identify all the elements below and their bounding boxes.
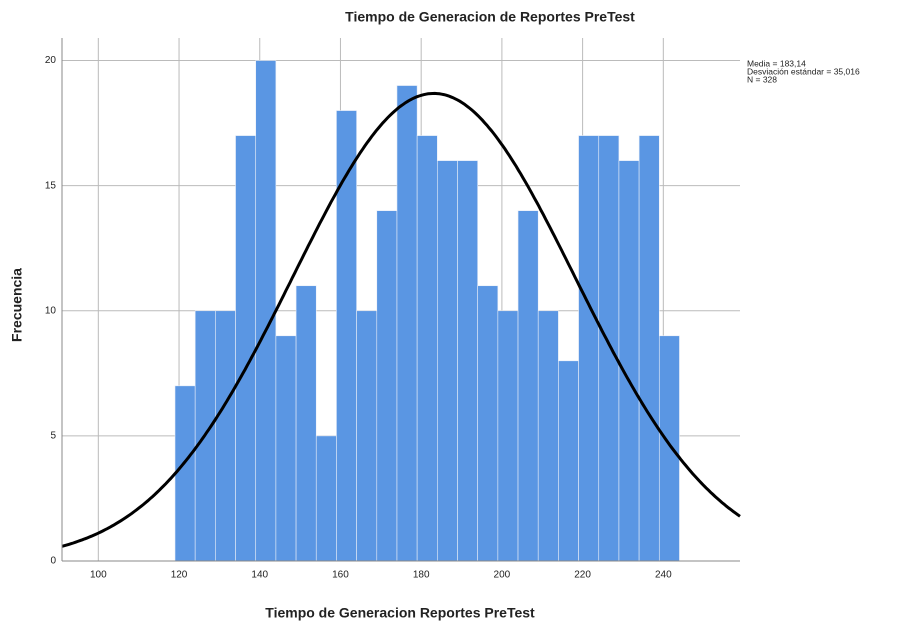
bar bbox=[174, 385, 196, 562]
y-axis-label: Frecuencia bbox=[9, 268, 25, 342]
x-tick-label: 100 bbox=[90, 570, 107, 581]
bar bbox=[658, 335, 680, 562]
bar bbox=[497, 310, 519, 562]
bar bbox=[578, 135, 600, 562]
x-tick-label: 180 bbox=[413, 570, 430, 581]
bar bbox=[275, 335, 297, 562]
y-tick-label: 20 bbox=[45, 55, 57, 66]
y-tick-label: 0 bbox=[50, 556, 56, 567]
x-tick-label: 220 bbox=[574, 570, 591, 581]
bar bbox=[235, 135, 257, 562]
bar bbox=[396, 85, 418, 562]
y-tick-label: 15 bbox=[45, 180, 57, 191]
stats-label: N = 328 bbox=[747, 74, 777, 84]
x-axis-label: Tiempo de Generacion Reportes PreTest bbox=[265, 605, 535, 621]
x-tick-label: 200 bbox=[494, 570, 511, 581]
bar bbox=[356, 310, 378, 562]
y-tick-label: 10 bbox=[45, 305, 57, 316]
bar bbox=[618, 160, 640, 562]
x-tick-label: 140 bbox=[251, 570, 268, 581]
bar bbox=[437, 160, 458, 562]
bar bbox=[638, 135, 660, 562]
x-tick-label: 160 bbox=[332, 570, 349, 581]
stats-label: Desviación estándar = 35,016 bbox=[747, 66, 860, 76]
y-tick-label: 5 bbox=[50, 431, 56, 442]
bar bbox=[215, 310, 236, 562]
bar bbox=[295, 285, 317, 562]
bar bbox=[416, 135, 438, 562]
bar bbox=[315, 435, 337, 562]
x-tick-label: 120 bbox=[171, 570, 188, 581]
bar bbox=[558, 360, 579, 562]
bar bbox=[537, 310, 559, 562]
bar bbox=[477, 285, 499, 562]
bar bbox=[255, 60, 277, 562]
bar bbox=[457, 160, 478, 562]
normal-curve bbox=[61, 91, 741, 548]
chart-title: Tiempo de Generacion de Reportes PreTest bbox=[345, 9, 635, 25]
bar bbox=[517, 210, 539, 562]
x-tick-label: 240 bbox=[655, 570, 672, 581]
bar bbox=[336, 110, 357, 562]
stats-label: Media = 183,14 bbox=[747, 58, 806, 68]
bar bbox=[376, 210, 398, 562]
bar bbox=[598, 135, 620, 562]
